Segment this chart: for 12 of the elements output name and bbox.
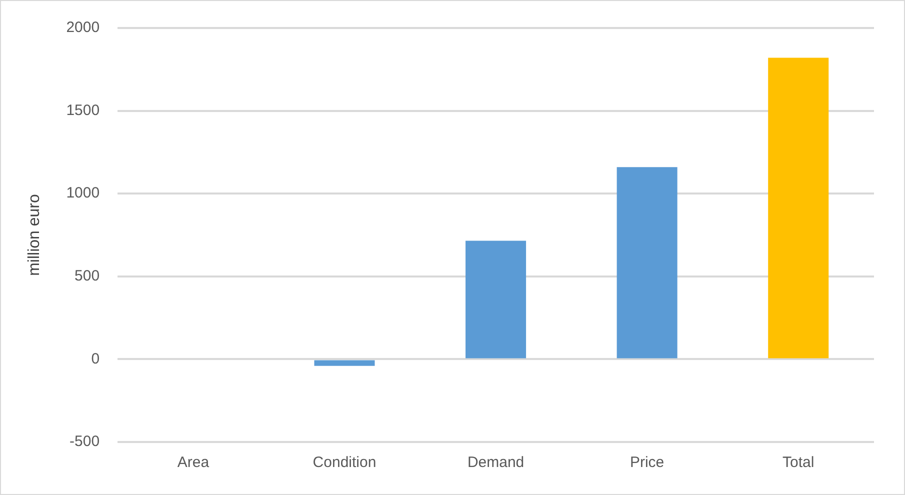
- x-tick-label: Condition: [312, 454, 376, 472]
- x-tick-label: Demand: [467, 454, 524, 472]
- x-tick-label: Price: [630, 454, 664, 472]
- x-tick-label: Area: [177, 454, 210, 472]
- y-tick-label: -500: [70, 433, 100, 450]
- x-tick-label: Total: [782, 454, 814, 472]
- y-tick-label: 0: [91, 350, 100, 368]
- y-tick-label: 500: [74, 268, 100, 285]
- y-tick-label: 1000: [66, 184, 100, 202]
- y-tick-label: 1500: [66, 102, 100, 119]
- y-axis-title: million euro: [26, 194, 44, 276]
- y-tick-label: 2000: [66, 19, 100, 36]
